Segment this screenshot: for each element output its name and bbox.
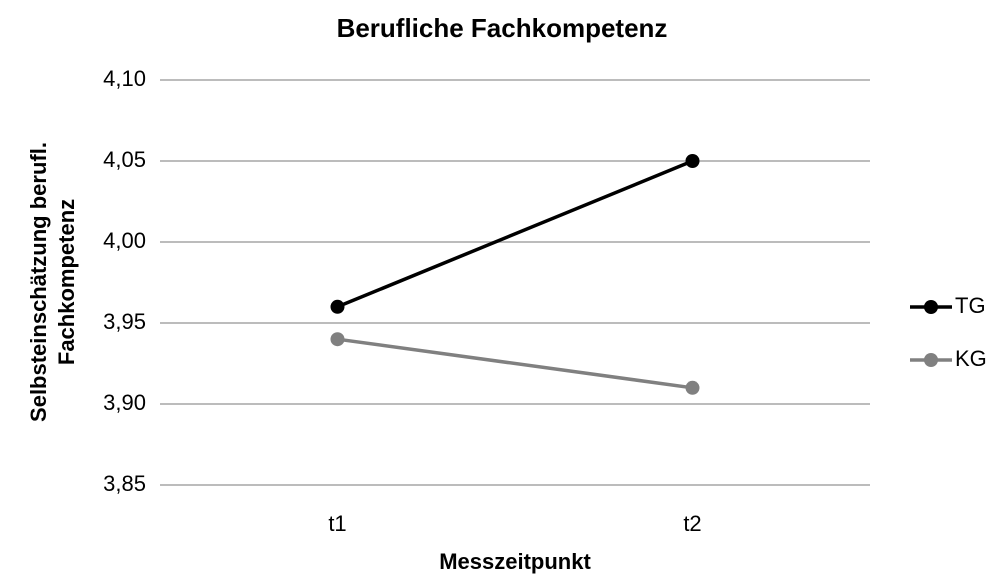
data-point: [685, 154, 700, 168]
legend-marker: [924, 300, 938, 314]
y-axis-label: Selbsteinschätzung berufl.: [26, 142, 51, 422]
y-tick-label: 3,95: [103, 309, 146, 334]
data-point: [685, 380, 700, 395]
legend-marker: [924, 353, 938, 367]
legend-label: KG: [955, 346, 987, 371]
y-tick-label: 4,05: [103, 147, 146, 172]
data-point: [330, 332, 345, 347]
y-tick-label: 3,90: [103, 390, 146, 415]
y-axis-label: Fachkompetenz: [54, 199, 79, 365]
series-line: [337, 337, 693, 390]
data-point: [330, 299, 345, 314]
chart-title: Berufliche Fachkompetenz: [337, 13, 668, 43]
x-tick-label: t2: [683, 511, 701, 536]
series-line: [336, 159, 694, 309]
x-axis-label: Messzeitpunkt: [439, 549, 591, 574]
y-tick-label: 4,10: [103, 66, 146, 91]
y-tick-label: 3,85: [103, 471, 146, 496]
legend-label: TG: [955, 293, 986, 318]
x-tick-label: t1: [328, 511, 346, 536]
y-tick-label: 4,00: [103, 228, 146, 253]
